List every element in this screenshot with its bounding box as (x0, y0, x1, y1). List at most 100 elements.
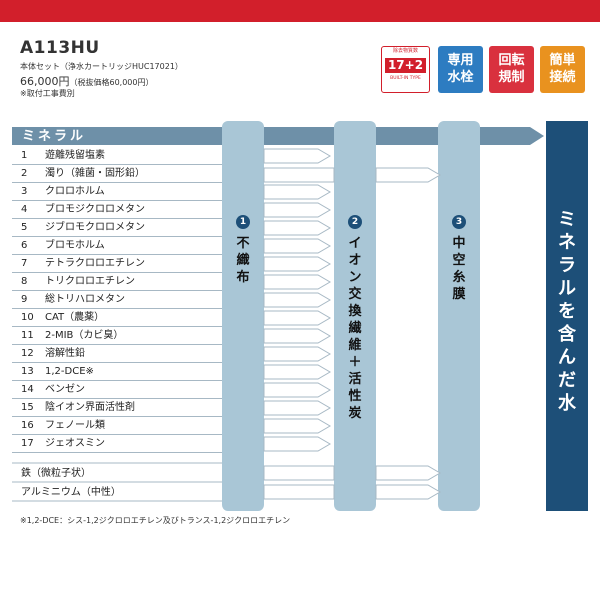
row-name: 2-MIB（カビ臭） (45, 330, 124, 341)
item-10-arrow (263, 310, 331, 326)
built-in-type-label: BUILT-IN TYPE (390, 76, 421, 82)
item-2-arrow-b (263, 167, 335, 183)
label-char: 空 (452, 253, 466, 268)
contaminant-row: 13 1,2-DCE※ (12, 363, 222, 381)
item-2-arrow (375, 167, 441, 183)
contaminant-row: 15 陰イオン界面活性剤 (12, 399, 222, 417)
price: 66,000円（税抜価格60,000円） (20, 73, 154, 89)
mineral-water-label: ミ ネ ラ ル を 含 ん だ 水 (549, 208, 585, 415)
item-5-arrow (263, 220, 331, 236)
item-13-arrow (263, 364, 331, 380)
label-char: 水 (558, 393, 576, 414)
item-1-arrow (263, 148, 331, 164)
filter-3-label: 3 中 空 糸 膜 (450, 212, 468, 303)
removal-count-number: 17+2 (384, 58, 427, 74)
label-char: ネ (558, 232, 576, 253)
row-name: フェノール類 (45, 420, 105, 431)
label-char: ミ (558, 209, 576, 230)
item-3-arrow (263, 184, 331, 200)
removal-count-caption: 除去物質数 (392, 48, 418, 54)
mineral-flow-arrow (12, 127, 544, 145)
filter-3-number: 3 (452, 215, 466, 229)
row-name: 1,2-DCE※ (45, 366, 94, 377)
iron-arrow-a (263, 465, 335, 481)
filter-1-number: 1 (236, 215, 250, 229)
row-name: ブロモジクロロメタン (45, 204, 145, 215)
iron-row: 鉄（微粒子状） (21, 468, 91, 479)
badge-line: 接続 (549, 70, 576, 85)
row-number: 5 (21, 222, 28, 233)
item-6-arrow (263, 238, 331, 254)
rotation-badge: 回転 規制 (489, 46, 534, 93)
row-number: 9 (21, 294, 28, 305)
dedicated-faucet-badge: 専用 水栓 (438, 46, 483, 93)
item-11-arrow (263, 328, 331, 344)
item-14-arrow (263, 382, 331, 398)
row-number: 15 (21, 402, 34, 413)
label-char: 炭 (348, 406, 362, 421)
row-number: 6 (21, 240, 28, 251)
badge-line: 回転 (498, 53, 525, 68)
row-number: 14 (21, 384, 34, 395)
badge-line: 規制 (498, 70, 525, 85)
item-8-arrow (263, 274, 331, 290)
iron-arrow (375, 465, 441, 481)
label-char: 含 (558, 324, 576, 345)
row-number: 17 (21, 438, 34, 449)
row-number: 1 (21, 150, 28, 161)
row-name: 濁り（雑菌・固形鉛） (45, 168, 145, 179)
label-char: 中 (452, 236, 466, 251)
label-char: 性 (348, 389, 362, 404)
price-tax: （税抜価格60,000円） (69, 78, 154, 87)
row-name: ジェオスミン (45, 438, 105, 449)
label-char: ン (348, 270, 362, 285)
easy-connect-badge: 簡単 接続 (540, 46, 585, 93)
label-char: だ (558, 370, 576, 391)
item-15-arrow (263, 400, 331, 416)
label-char: 維 (348, 338, 362, 353)
filter-2-label: 2 イ オ ン 交 換 繊 維 ＋ 活 性 炭 (346, 212, 364, 422)
row-name: クロロホルム (45, 186, 105, 197)
label-char: ん (558, 347, 576, 368)
set-description: 本体セット（浄水カートリッジHUC17021） (20, 62, 183, 71)
row-name: テトラクロロエチレン (45, 258, 145, 269)
row-number: 4 (21, 204, 28, 215)
filter-column-1 (222, 121, 264, 511)
badge-line: 水栓 (447, 70, 474, 85)
contaminant-row: 12 溶解性鉛 (12, 345, 222, 363)
item-12-arrow (263, 346, 331, 362)
row-name: 陰イオン界面活性剤 (45, 402, 135, 413)
contaminant-row: 11 2-MIB（カビ臭） (12, 327, 222, 345)
row-name: トリクロロエチレン (45, 276, 135, 287)
contaminant-row: 8 トリクロロエチレン (12, 273, 222, 291)
row-number: 16 (21, 420, 34, 431)
label-char: 換 (348, 304, 362, 319)
mineral-header: ミネラル (22, 129, 87, 144)
label-char: 膜 (452, 287, 466, 302)
item-4-arrow (263, 202, 331, 218)
row-name: ジブロモクロロメタン (45, 222, 145, 233)
item-7-arrow (263, 256, 331, 272)
row-number: 8 (21, 276, 28, 287)
label-char: を (558, 301, 576, 322)
label-char: イ (348, 236, 362, 251)
aluminium-arrow-a (263, 484, 335, 500)
label-char: 不 (236, 236, 250, 251)
row-name: ブロモホルム (45, 240, 105, 251)
item-17-arrow (263, 436, 331, 452)
badge-line: 簡単 (549, 53, 576, 68)
item-9-arrow (263, 292, 331, 308)
row-number: 13 (21, 366, 34, 377)
row-number: 2 (21, 168, 28, 179)
filter-column-2 (334, 121, 376, 511)
final-water-column (546, 121, 588, 511)
row-number: 11 (21, 330, 34, 341)
contaminant-row: 17 ジェオスミン (12, 435, 222, 453)
contaminant-row: 2 濁り（雑菌・固形鉛） (12, 165, 222, 183)
row-name: 溶解性鉛 (45, 348, 85, 359)
model-number: A113HU (20, 38, 100, 58)
row-number: 3 (21, 186, 28, 197)
contaminant-row: 1 遊離残留塩素 (12, 147, 222, 165)
top-brand-bar (0, 0, 600, 22)
